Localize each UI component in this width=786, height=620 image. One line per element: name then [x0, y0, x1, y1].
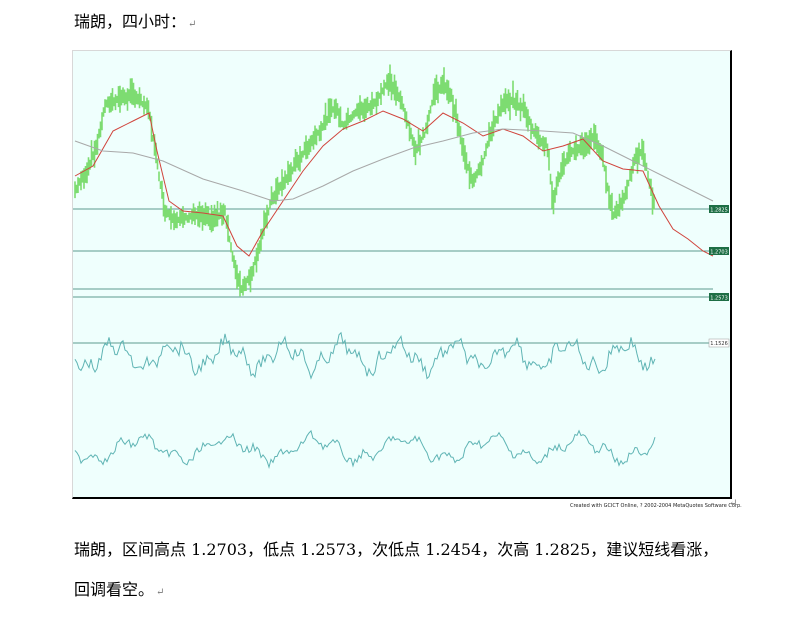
price-level-label-1: 1.2825 — [710, 208, 728, 214]
oscillator-line-2 — [74, 429, 656, 470]
price-bars — [74, 64, 655, 297]
ma-fast-line — [74, 110, 714, 257]
chart-image: 1.2825 1.2703 1.2573 1.1526 — [72, 50, 732, 499]
forex-chart: 1.2825 1.2703 1.2573 1.1526 — [73, 64, 730, 470]
analysis-line-2: 回调看空。 ↵ — [74, 570, 764, 613]
indicator-label: 1.1526 — [710, 341, 728, 347]
ma-slow-line — [74, 128, 714, 202]
heading: 瑞朗，四小时： ↵ — [74, 12, 196, 35]
price-level-label-box — [709, 293, 729, 301]
chart-credit: Created with GCICT Online, ? 2002-2004 M… — [570, 503, 742, 509]
paragraph-mark-icon: ↵ — [188, 19, 197, 30]
indicator-label-box — [708, 338, 730, 348]
oscillators — [74, 331, 656, 470]
moving-averages — [74, 110, 714, 257]
paragraph-mark-icon: ↵ — [729, 498, 738, 509]
heading-text: 瑞朗，四小时： — [74, 12, 187, 31]
price-series — [74, 64, 655, 297]
analysis-line-2-text: 回调看空。 — [74, 580, 155, 599]
price-level-label-2: 1.2703 — [710, 250, 728, 256]
price-level-labels: 1.2825 1.2703 1.2573 1.1526 — [708, 205, 730, 348]
price-level-label-box — [709, 205, 729, 213]
paragraph-mark-icon: ↵ — [156, 587, 165, 598]
oscillator-line-1 — [74, 331, 656, 380]
analysis-line-1: 瑞朗，区间高点 1.2703，低点 1.2573，次低点 1.2454，次高 1… — [74, 540, 719, 559]
analysis-paragraph: 瑞朗，区间高点 1.2703，低点 1.2573，次低点 1.2454，次高 1… — [74, 530, 764, 613]
price-level-label-box — [709, 247, 729, 255]
level-lines — [73, 208, 713, 344]
price-level-label-3: 1.2573 — [710, 296, 728, 302]
